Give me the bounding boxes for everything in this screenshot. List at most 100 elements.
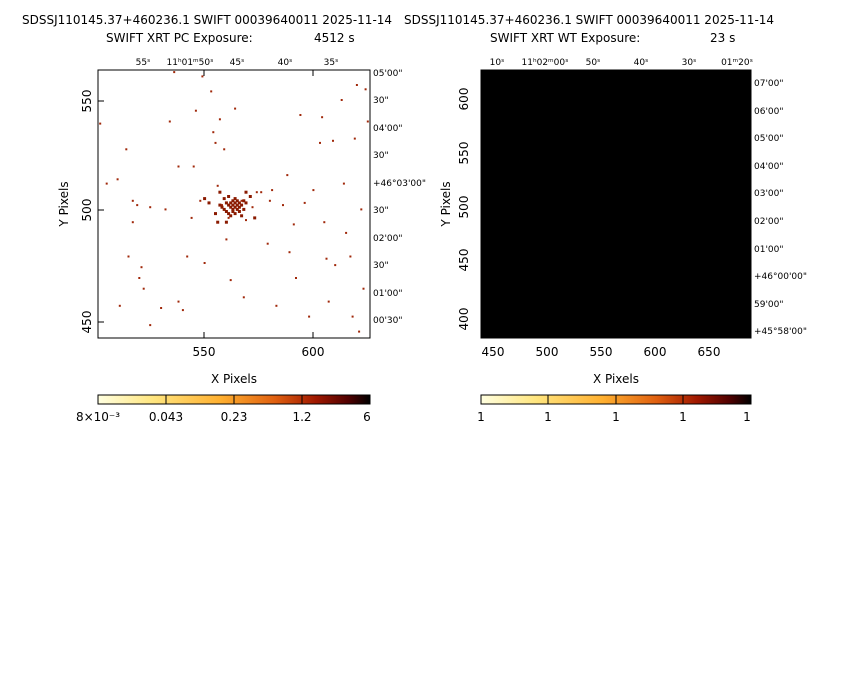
event-point bbox=[190, 216, 193, 219]
pc-dec-axis: 05'00" 30" 04'00" 30" +46°03'00" 30" 02'… bbox=[373, 69, 426, 326]
wt-ra-tick: 11ʰ02ᵐ00ˢ bbox=[522, 58, 569, 68]
pc-subtitle: SWIFT XRT PC Exposure: bbox=[106, 31, 253, 45]
event-point bbox=[321, 116, 324, 119]
wt-ra-tick: 01ᵐ20ˢ bbox=[721, 58, 753, 68]
source-pixel bbox=[220, 205, 224, 209]
source-pixel bbox=[237, 210, 241, 213]
event-point bbox=[303, 201, 306, 204]
source-pixel bbox=[242, 207, 246, 211]
event-point bbox=[358, 330, 361, 333]
event-point bbox=[286, 174, 289, 177]
source-pixel bbox=[233, 197, 237, 201]
source-pixel bbox=[227, 203, 231, 207]
event-point bbox=[225, 238, 228, 241]
event-point bbox=[223, 148, 226, 151]
event-point bbox=[242, 296, 245, 299]
event-point bbox=[136, 204, 139, 207]
pc-ylabel: Y Pixels bbox=[57, 181, 71, 227]
wt-ra-tick: 10ˢ bbox=[490, 58, 505, 68]
pc-ra-tick: 55ˢ bbox=[136, 58, 151, 68]
event-point bbox=[192, 165, 195, 168]
pc-exposure: 4512 s bbox=[314, 31, 355, 45]
event-point bbox=[212, 131, 215, 134]
event-point bbox=[194, 109, 197, 112]
event-point bbox=[186, 255, 189, 258]
event-point bbox=[168, 120, 171, 123]
event-point bbox=[140, 266, 143, 269]
wt-exposure: 23 s bbox=[710, 31, 735, 45]
wt-cb-label: 1 bbox=[477, 410, 485, 424]
wt-subtitle: SWIFT XRT WT Exposure: bbox=[490, 31, 640, 45]
event-point bbox=[181, 309, 184, 312]
source-pixel bbox=[224, 201, 228, 205]
event-point bbox=[227, 216, 230, 219]
source-pixel bbox=[218, 190, 222, 194]
source-pixel bbox=[203, 197, 207, 201]
event-point bbox=[173, 71, 176, 74]
pc-event-layer bbox=[99, 71, 369, 333]
pc-cb-label: 1.2 bbox=[292, 410, 311, 424]
source-pixel bbox=[229, 201, 233, 205]
event-point bbox=[364, 88, 367, 91]
pc-title: SDSSJ110145.37+460236.1 SWIFT 0003964001… bbox=[22, 13, 392, 27]
event-point bbox=[366, 120, 369, 123]
source-pixel bbox=[231, 199, 235, 203]
event-point bbox=[245, 219, 247, 222]
event-point bbox=[360, 208, 363, 211]
wt-xtick: 550 bbox=[590, 345, 613, 359]
source-pixel bbox=[248, 195, 252, 198]
wt-dec-axis: 07'00" 06'00" 05'00" 04'00" 03'00" 02'00… bbox=[754, 79, 807, 337]
event-point bbox=[251, 206, 254, 209]
event-point bbox=[116, 178, 119, 181]
source-pixel bbox=[229, 205, 233, 209]
wt-dec-tick: 05'00" bbox=[754, 134, 784, 144]
source-pixel bbox=[229, 214, 233, 218]
event-point bbox=[214, 141, 217, 144]
wt-ytick: 500 bbox=[457, 196, 471, 219]
event-point bbox=[131, 221, 134, 224]
pc-xtick: 600 bbox=[302, 345, 325, 359]
event-point bbox=[349, 255, 352, 258]
pc-ra-tick: 35ˢ bbox=[324, 58, 339, 68]
wt-cb-label: 1 bbox=[544, 410, 552, 424]
wt-dec-tick: 07'00" bbox=[754, 79, 784, 89]
source-pixel bbox=[233, 212, 237, 216]
wt-ra-tick: 30ˢ bbox=[682, 58, 697, 68]
event-point bbox=[234, 107, 237, 110]
source-pixel bbox=[218, 203, 222, 207]
source-pixel bbox=[237, 205, 241, 209]
event-point bbox=[149, 206, 152, 209]
source-pixel bbox=[233, 201, 237, 205]
pc-ra-axis: 55ˢ 11ʰ01ᵐ50ˢ 45ˢ 40ˢ 35ˢ bbox=[136, 58, 339, 68]
event-point bbox=[282, 204, 284, 207]
pc-dec-tick: 30" bbox=[373, 206, 389, 216]
pc-dec-tick: +46°03'00" bbox=[373, 179, 426, 189]
event-point bbox=[362, 287, 365, 290]
event-point bbox=[332, 139, 334, 142]
pc-dec-tick: 00'30" bbox=[373, 316, 403, 326]
pc-dec-tick: 30" bbox=[373, 151, 389, 161]
wt-ytick: 450 bbox=[457, 249, 471, 272]
source-pixel bbox=[231, 203, 235, 207]
event-point bbox=[323, 221, 326, 224]
wt-ylabel: Y Pixels bbox=[439, 181, 453, 227]
pc-ytick: 500 bbox=[80, 199, 94, 222]
event-point bbox=[342, 182, 345, 185]
event-point bbox=[308, 315, 311, 318]
source-pixel bbox=[244, 190, 248, 194]
event-point bbox=[260, 191, 263, 194]
pc-cb-label: 0.043 bbox=[149, 410, 183, 424]
wt-dec-tick: 01'00" bbox=[754, 245, 784, 255]
wt-colorbar: 1 1 1 1 1 bbox=[477, 394, 752, 424]
pc-ytick: 450 bbox=[80, 311, 94, 334]
wt-xaxis: 450 500 550 600 650 bbox=[482, 345, 721, 359]
event-point bbox=[218, 118, 221, 121]
event-point bbox=[295, 277, 297, 279]
wt-dec-tick: 59'00" bbox=[754, 300, 784, 310]
wt-title: SDSSJ110145.37+460236.1 SWIFT 0003964001… bbox=[404, 13, 774, 27]
pc-dec-tick: 30" bbox=[373, 96, 389, 106]
pc-ra-tick: 45ˢ bbox=[230, 58, 245, 68]
wt-ra-axis: 10ˢ 11ʰ02ᵐ00ˢ 50ˢ 40ˢ 30ˢ 01ᵐ20ˢ bbox=[490, 58, 753, 68]
event-point bbox=[199, 199, 202, 202]
